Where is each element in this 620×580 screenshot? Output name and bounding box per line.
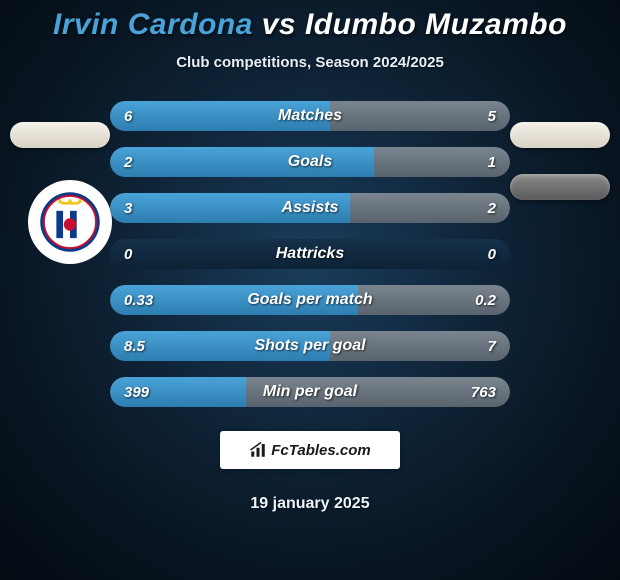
stat-label: Shots per goal [254,337,365,355]
brand-badge[interactable]: FcTables.com [220,431,400,469]
stat-row: Hattricks 0 0 [110,239,510,269]
stat-fill-right [330,101,510,131]
brand-text: FcTables.com [271,442,370,459]
stat-value-right: 2 [488,200,496,217]
stat-row: Shots per goal 8.5 7 [110,331,510,361]
stat-value-left: 8.5 [124,338,145,355]
stat-row: Matches 6 5 [110,101,510,131]
comparison-title: Irvin Cardona vs Idumbo Muzambo [53,8,567,42]
stat-value-right: 7 [488,338,496,355]
stat-fill-right [350,193,510,223]
vs-text: vs [262,8,296,41]
subtitle: Club competitions, Season 2024/2025 [176,54,444,71]
stat-value-left: 0 [124,246,132,263]
stat-label: Min per goal [263,383,357,401]
player1-name: Irvin Cardona [53,8,253,41]
stat-value-left: 0.33 [124,292,153,309]
stat-fill-left [110,147,374,177]
stat-value-left: 3 [124,200,132,217]
stat-value-left: 2 [124,154,132,171]
stat-label: Goals per match [247,291,372,309]
player1-photo-pill [10,122,110,148]
stat-value-right: 1 [488,154,496,171]
stat-value-right: 763 [471,384,496,401]
player2-name: Idumbo Muzambo [305,8,567,41]
stat-label: Matches [278,107,342,125]
stat-value-left: 6 [124,108,132,125]
stat-row: Min per goal 399 763 [110,377,510,407]
stat-label: Assists [282,199,339,217]
stat-value-right: 0.2 [475,292,496,309]
chart-icon [249,441,267,459]
stat-label: Hattricks [276,245,344,263]
stat-value-right: 0 [488,246,496,263]
espanyol-crest-icon [39,191,101,253]
stat-row: Goals 2 1 [110,147,510,177]
stat-row: Goals per match 0.33 0.2 [110,285,510,315]
stat-value-right: 5 [488,108,496,125]
player2-photo-pill-1 [510,122,610,148]
stat-value-left: 399 [124,384,149,401]
player1-club-badge [28,180,112,264]
stat-row: Assists 3 2 [110,193,510,223]
date-label: 19 january 2025 [250,495,369,513]
stat-label: Goals [288,153,332,171]
player2-photo-pill-2 [510,174,610,200]
